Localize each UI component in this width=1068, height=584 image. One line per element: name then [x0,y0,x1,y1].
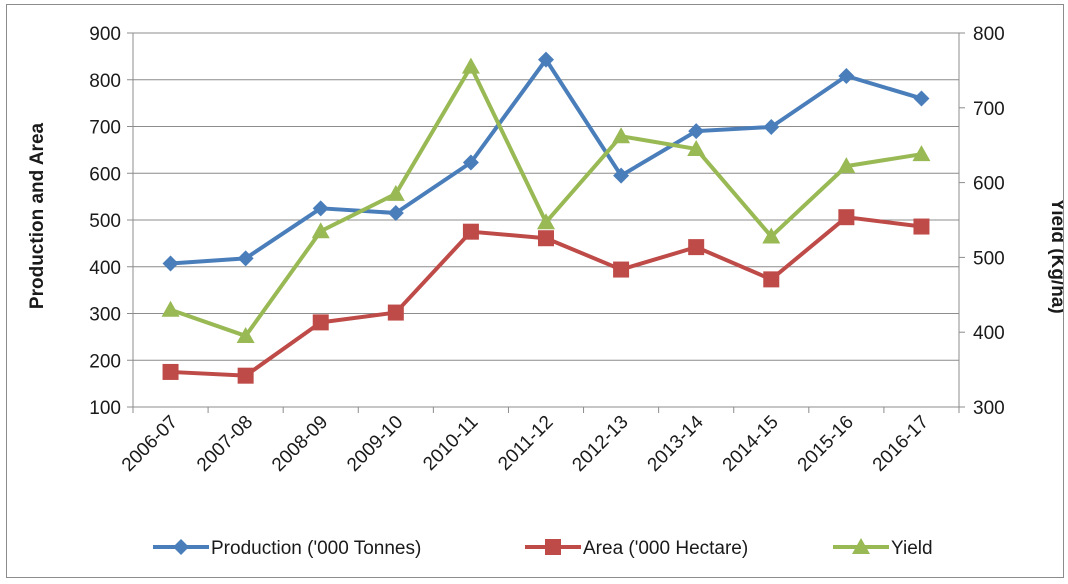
x-tick-label: 2016-17 [869,412,933,476]
left-tick-label: 100 [89,398,121,419]
legend-label: Production ('000 Tonnes) [211,538,421,559]
data-point [613,261,630,278]
right-tick-label: 500 [973,248,1005,269]
x-tick-label: 2006-07 [118,412,182,476]
legend-marker [852,538,870,554]
left-tick-label: 400 [89,258,121,279]
series-line [169,64,922,338]
x-tick-label: 2007-08 [193,412,257,476]
data-point [537,213,555,230]
series-layer [161,51,931,384]
data-point [462,154,479,171]
right-tick-label: 800 [973,24,1005,45]
data-point [236,326,255,343]
data-point [311,222,330,239]
data-point [913,90,930,107]
legend-marker [545,539,561,555]
left-tick-label: 800 [89,71,121,92]
data-point [462,223,479,240]
x-tick-label: 2009-10 [343,412,407,476]
data-point [687,139,706,156]
gridlines [133,32,959,361]
data-point [461,57,480,74]
x-tick-label: 2010-11 [419,412,482,475]
data-point [312,200,329,217]
data-point [613,167,630,184]
series-3 [161,57,931,343]
data-point [312,314,329,331]
x-tick-label: 2012-13 [568,412,632,476]
data-point [538,230,554,247]
data-point [538,51,554,68]
data-point [386,184,405,201]
data-point [838,209,855,226]
left-tick-label: 900 [89,24,121,45]
chart-area: 100 200 300 400 500 600 700 800 900 300 400 500 600… [6,4,1064,578]
data-point [162,363,179,380]
data-point [688,239,705,256]
data-point [161,300,180,317]
data-point [838,68,855,85]
right-tick-label: 700 [973,99,1005,120]
data-point [763,118,780,135]
legend-item-1: Production ('000 Tonnes) [153,538,421,559]
x-tick-label: 2008-09 [268,412,332,476]
data-point [237,367,254,384]
data-point [237,250,254,267]
data-point [162,255,179,272]
x-tick-label: 2014-15 [719,412,783,476]
data-point [913,218,930,235]
legend-marker [173,539,189,555]
legend-item-2: Area ('000 Hectare) [525,538,748,559]
data-point [762,227,781,244]
x-tick-label: 2013-14 [644,411,708,475]
axes [127,32,965,413]
data-point [387,204,404,221]
data-point [688,123,705,140]
x-axis-ticks: 2006-07 2007-08 2008-09 2009-10 2010-11 2011-… [118,411,933,475]
left-tick-label: 200 [89,351,121,372]
chart-svg: 100 200 300 400 500 600 700 800 900 300 400 500 600… [27,24,1063,559]
right-tick-label: 300 [973,398,1005,419]
left-tick-label: 500 [89,211,121,232]
left-tick-label: 300 [89,305,121,326]
data-point [387,304,404,321]
x-tick-label: 2015-16 [794,412,858,476]
left-tick-label: 700 [89,118,121,139]
right-axis-title: Yield (Kg/ha) [1047,198,1063,313]
x-tick-label: 2011-12 [494,412,557,475]
legend-label: Yield [891,538,933,559]
series-1 [162,51,930,272]
series-2 [162,209,930,384]
right-tick-label: 400 [973,323,1005,344]
legend-label: Area ('000 Hectare) [583,538,748,559]
data-point [837,157,856,174]
left-tick-label: 600 [89,164,121,185]
left-axis-title: Production and Area [27,122,48,309]
data-point [612,127,631,144]
right-tick-label: 600 [973,174,1005,195]
legend: Production ('000 Tonnes) Area ('000 Hecta… [153,538,933,559]
data-point [912,145,931,162]
left-axis-ticks: 100 200 300 400 500 600 700 800 900 [89,24,121,419]
legend-item-3: Yield [833,538,933,559]
right-axis-ticks: 300 400 500 600 700 800 [973,24,1005,419]
data-point [763,271,780,288]
